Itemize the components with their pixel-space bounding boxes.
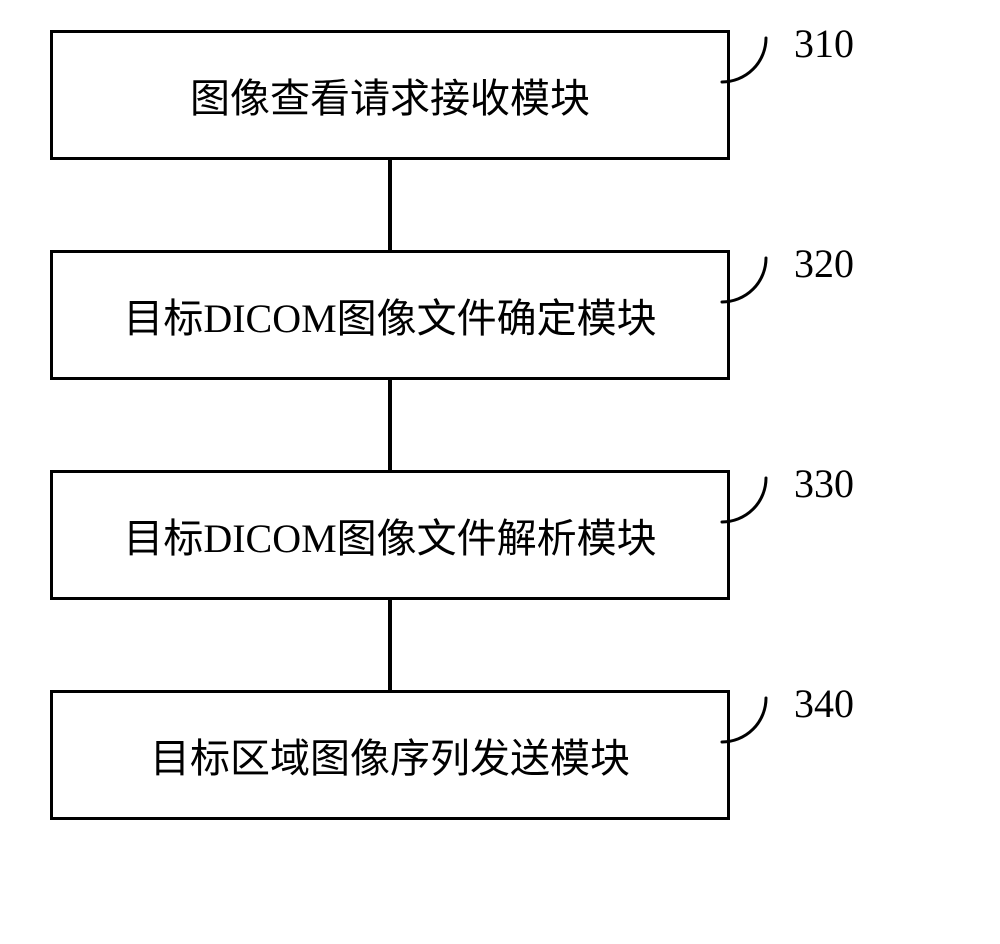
connector (50, 160, 730, 250)
flowchart-node-wrap: 目标区域图像序列发送模块340 (50, 690, 950, 820)
node-text: 目标DICOM图像文件解析模块 (123, 506, 656, 564)
flowchart-node-wrap: 目标DICOM图像文件解析模块330 (50, 470, 950, 600)
flowchart-node-wrap: 图像查看请求接收模块310 (50, 30, 950, 160)
flowchart-node: 目标区域图像序列发送模块 (50, 690, 730, 820)
node-text: 图像查看请求接收模块 (190, 66, 590, 124)
flowchart-diagram: 图像查看请求接收模块310目标DICOM图像文件确定模块320目标DICOM图像… (50, 30, 950, 820)
node-text: 目标区域图像序列发送模块 (150, 726, 630, 784)
node-label: 320 (794, 240, 854, 287)
flowchart-node-wrap: 目标DICOM图像文件确定模块320 (50, 250, 950, 380)
connector (50, 380, 730, 470)
node-label: 340 (794, 680, 854, 727)
flowchart-node: 目标DICOM图像文件确定模块 (50, 250, 730, 380)
flowchart-node: 目标DICOM图像文件解析模块 (50, 470, 730, 600)
node-label: 310 (794, 20, 854, 67)
flowchart-node: 图像查看请求接收模块 (50, 30, 730, 160)
node-text: 目标DICOM图像文件确定模块 (123, 286, 656, 344)
node-label: 330 (794, 460, 854, 507)
connector (50, 600, 730, 690)
connector-line (388, 600, 392, 690)
connector-line (388, 160, 392, 250)
connector-line (388, 380, 392, 470)
